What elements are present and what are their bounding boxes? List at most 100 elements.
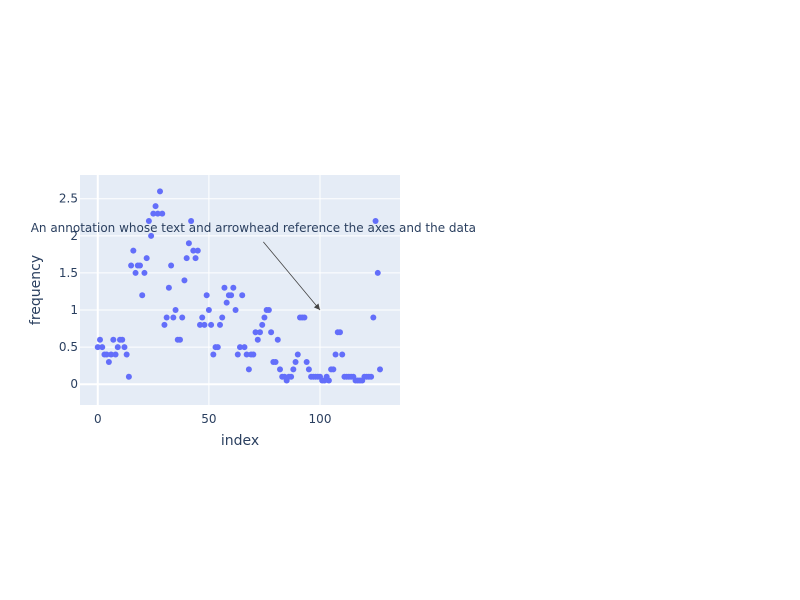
plot-area xyxy=(80,175,400,405)
data-point xyxy=(203,292,210,299)
annotation-text: An annotation whose text and arrowhead r… xyxy=(31,221,476,235)
data-points xyxy=(94,188,383,384)
data-point xyxy=(201,321,208,328)
data-point xyxy=(257,329,263,336)
data-point xyxy=(112,351,119,358)
data-point xyxy=(223,299,230,306)
data-point xyxy=(181,277,188,284)
data-point xyxy=(237,344,243,351)
data-point xyxy=(143,255,150,262)
data-point xyxy=(188,218,195,224)
data-point xyxy=(130,247,137,254)
data-point xyxy=(243,351,250,358)
y-tick-label: 2 xyxy=(70,229,78,243)
data-point xyxy=(161,321,168,328)
data-point xyxy=(157,188,163,195)
data-point xyxy=(165,284,172,291)
data-point xyxy=(141,269,148,276)
data-point xyxy=(185,240,192,247)
data-point xyxy=(254,336,261,343)
data-point xyxy=(159,210,166,217)
data-point xyxy=(372,218,379,224)
data-point xyxy=(265,307,272,314)
data-point xyxy=(103,351,110,358)
data-point xyxy=(330,366,337,373)
data-point xyxy=(172,307,179,314)
data-point xyxy=(214,344,221,351)
data-point xyxy=(145,218,152,224)
data-point xyxy=(197,321,203,328)
data-point xyxy=(288,373,295,380)
data-point xyxy=(221,284,228,291)
y-tick-labels: 0 0.5 1 1.5 2 2.5 xyxy=(59,192,78,391)
data-point xyxy=(241,344,248,351)
annotation-arrow-line xyxy=(263,241,321,311)
data-point xyxy=(128,262,135,269)
data-point xyxy=(337,329,343,336)
y-tick-label: 0 xyxy=(70,377,78,391)
data-point xyxy=(179,314,186,321)
data-point xyxy=(277,366,283,373)
data-point xyxy=(339,351,346,358)
data-point xyxy=(208,321,215,328)
data-point xyxy=(132,269,139,276)
data-point xyxy=(245,366,252,373)
y-tick-label: 1.5 xyxy=(59,266,78,280)
data-point xyxy=(239,292,246,299)
data-point xyxy=(370,314,377,321)
data-point xyxy=(137,262,143,269)
data-point xyxy=(259,321,266,328)
x-tick-label: 50 xyxy=(201,412,216,426)
data-point xyxy=(123,351,130,358)
data-point xyxy=(210,351,217,358)
x-axis-title: index xyxy=(221,433,259,449)
data-point xyxy=(377,366,383,373)
data-point xyxy=(114,344,121,351)
data-point xyxy=(219,314,226,321)
data-point xyxy=(183,255,190,262)
data-point xyxy=(190,247,197,254)
data-point xyxy=(374,269,381,276)
data-point xyxy=(305,366,312,373)
data-point xyxy=(154,210,161,217)
data-point xyxy=(110,336,117,343)
y-axis-title: frequency xyxy=(28,255,44,325)
data-point xyxy=(274,336,281,343)
data-point xyxy=(170,314,177,321)
data-point xyxy=(325,377,332,384)
x-tick-label: 0 xyxy=(94,412,102,426)
data-point xyxy=(99,344,106,351)
data-point xyxy=(148,232,155,239)
data-point xyxy=(177,336,183,343)
data-point xyxy=(205,307,212,314)
annotation: An annotation whose text and arrowhead r… xyxy=(31,221,476,311)
data-point xyxy=(232,307,239,314)
y-tick-label: 1 xyxy=(70,303,78,317)
data-point xyxy=(121,344,128,351)
data-point xyxy=(125,373,132,380)
data-point xyxy=(105,358,112,365)
data-point xyxy=(199,314,206,321)
data-point xyxy=(230,284,237,291)
x-tick-labels: 0 50 100 xyxy=(94,412,331,426)
data-point xyxy=(252,329,259,336)
data-point xyxy=(139,292,146,299)
data-point xyxy=(194,247,201,254)
data-point xyxy=(192,255,199,262)
data-point xyxy=(268,329,275,336)
data-point xyxy=(250,351,257,358)
y-tick-label: 0.5 xyxy=(59,340,78,354)
data-point xyxy=(152,203,159,210)
data-point xyxy=(332,351,339,358)
x-tick-label: 100 xyxy=(309,412,332,426)
data-point xyxy=(168,262,175,269)
data-point xyxy=(217,321,223,328)
data-point xyxy=(150,210,157,217)
data-point xyxy=(301,314,308,321)
data-point xyxy=(272,358,279,365)
data-point xyxy=(228,292,235,299)
data-point xyxy=(108,351,115,358)
annotation-arrowhead xyxy=(313,303,320,311)
data-point xyxy=(163,314,170,321)
